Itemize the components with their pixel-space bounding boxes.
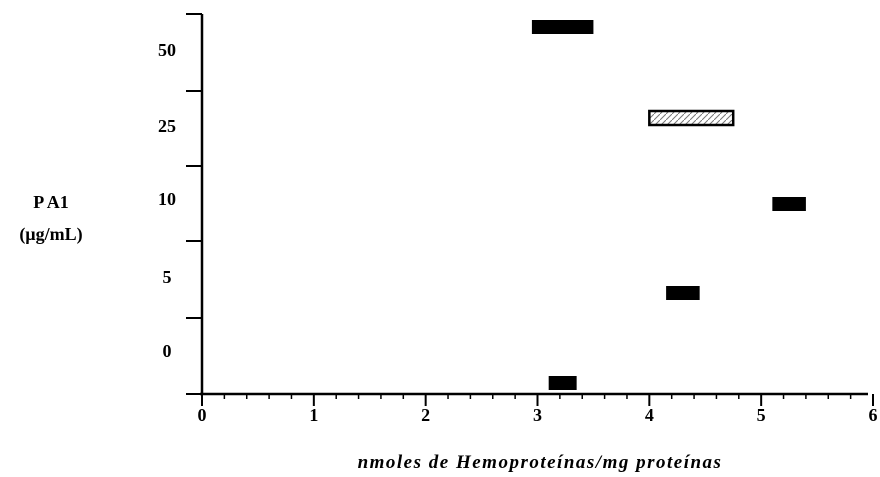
y-axis-title-line2: (µg/mL) [19,224,83,244]
y-category-label: 0 [162,341,172,361]
y-category-label: 50 [158,40,176,60]
x-tick-label: 5 [756,405,766,425]
x-tick-label: 0 [197,405,207,425]
range-bar-50 [531,20,594,34]
x-tick-label: 1 [309,405,319,425]
range-bar-25 [648,109,735,127]
range-bar-0 [548,376,577,390]
range-bar-5 [666,286,700,300]
y-category-label: 25 [158,116,176,136]
y-category-label: 5 [162,267,172,287]
y-category-label: 10 [158,189,176,209]
range-bar-10 [772,197,806,211]
x-tick-label: 6 [868,405,878,425]
y-axis-title-line1: P A1 [33,192,69,212]
x-tick-label: 3 [533,405,542,425]
x-axis-title: nmoles de Hemoproteínas/mg proteínas [357,452,723,473]
x-tick-label: 4 [644,405,654,425]
x-tick-label: 2 [421,405,431,425]
